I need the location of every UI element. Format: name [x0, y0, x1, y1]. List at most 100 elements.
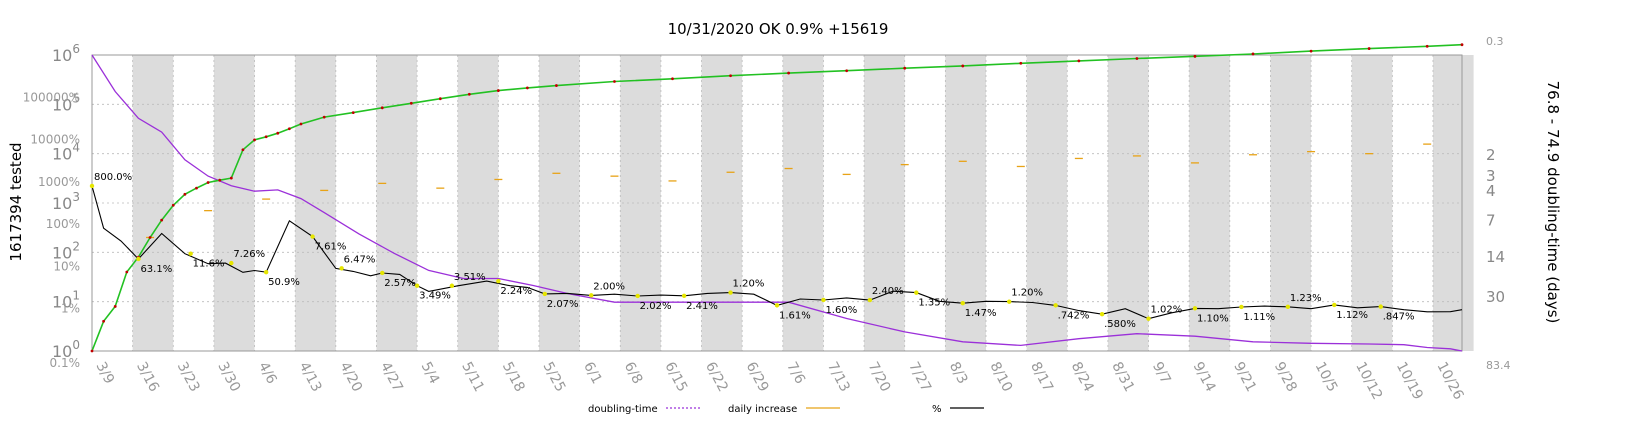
tested-point: [322, 115, 326, 119]
x-tick-label: 10/12: [1352, 359, 1385, 402]
percent-marker: [1239, 304, 1244, 310]
chart-title: 10/31/2020 OK 0.9% +15619: [668, 20, 889, 38]
legend-label: %: [932, 404, 942, 415]
tested-point: [1251, 52, 1255, 56]
percent-annotation: 2.02%: [640, 301, 672, 312]
x-tick-label: 6/8: [621, 359, 646, 386]
percent-marker: [681, 293, 687, 299]
percent-annotation: 2.40%: [872, 286, 904, 297]
tested-point: [787, 71, 791, 75]
percent-annotation: 1.20%: [1011, 288, 1043, 299]
tested-point: [1309, 49, 1313, 53]
y-pct-tick-label: 100000%: [23, 90, 80, 104]
percent-annotation: 7.61%: [315, 242, 347, 253]
y-right-tick-label: 14: [1486, 248, 1505, 266]
tested-point: [206, 181, 210, 184]
tested-point: [287, 127, 291, 131]
percent-marker: [136, 256, 141, 262]
x-tick-label: 7/27: [905, 359, 934, 394]
tested-point: [148, 236, 152, 239]
x-tick-label: 5/18: [499, 359, 528, 394]
tested-point: [229, 176, 233, 180]
tested-point: [1019, 61, 1023, 65]
tested-point: [380, 106, 384, 110]
x-tick-label: 5/25: [539, 359, 568, 394]
percent-marker: [1146, 316, 1151, 321]
percent-annotation: 1.61%: [779, 310, 811, 321]
x-tick-label: 4/20: [336, 359, 365, 394]
tested-point: [1460, 43, 1464, 47]
percent-marker: [449, 283, 455, 288]
percent-marker: [1332, 302, 1337, 308]
y-left-tick-label: 101: [52, 289, 80, 312]
y-right-tick-label: 2: [1486, 146, 1496, 164]
legend-label: daily increase: [728, 404, 797, 415]
y-pct-tick-label: 10%: [53, 259, 80, 273]
tested-point: [218, 178, 222, 182]
tested-point: [613, 80, 616, 83]
percent-marker: [1007, 299, 1012, 304]
percent-annotation: 2.57%: [384, 278, 416, 289]
percent-annotation: 2.07%: [547, 299, 579, 310]
x-tick-label: 7/13: [824, 359, 853, 394]
percent-marker: [1192, 306, 1198, 311]
y-left-tick-label: 104: [52, 141, 80, 164]
annotation-layer: 800.0% 63.1% 11.6% 7.26% 50.9% 7.61%6.47% 2.57…: [89, 172, 1415, 330]
tested-point: [264, 135, 268, 139]
tested-point: [496, 89, 500, 92]
percent-annotation: 1.12%: [1336, 310, 1368, 321]
percent-annotation: 3.49%: [419, 291, 451, 302]
tested-point: [438, 97, 442, 101]
x-tick-label: 9/28: [1271, 359, 1300, 394]
x-tick-label: 4/6: [255, 359, 280, 386]
tested-point: [102, 319, 106, 323]
doubling-time-line: [91, 54, 1463, 352]
x-tick-label: 5/4: [418, 359, 443, 386]
x-tick-label: 10/26: [1433, 359, 1466, 402]
week-band: [945, 55, 986, 351]
tested-point: [1077, 59, 1081, 63]
x-tick-label: 6/15: [661, 359, 690, 394]
percent-annotation: 800.0%: [94, 172, 132, 183]
x-tick-label: 4/27: [377, 359, 406, 394]
y-left-tick-label: 100: [52, 338, 80, 361]
x-tick-label: 9/7: [1149, 359, 1174, 386]
tested-point: [183, 192, 187, 196]
percent-marker: [1285, 304, 1291, 309]
legend-label: doubling-time: [588, 404, 658, 415]
tested-point: [90, 349, 94, 353]
x-tick-label: 8/17: [1027, 359, 1056, 394]
tested-point: [1425, 44, 1429, 48]
percent-annotation: 1.02%: [1151, 305, 1183, 316]
x-tick-label: 8/3: [946, 359, 971, 386]
tested-point: [113, 305, 117, 308]
percent-annotation: 1.10%: [1197, 313, 1229, 324]
percent-annotation: 2.41%: [686, 301, 718, 312]
percent-annotation: 7.26%: [233, 249, 265, 260]
percent-marker: [188, 251, 193, 256]
percent-annotation: 63.1%: [140, 264, 172, 275]
x-tick-label: 9/21: [1230, 359, 1259, 394]
percent-marker: [310, 234, 315, 239]
tested-point: [845, 69, 849, 73]
percent-marker: [960, 301, 965, 306]
x-tick-label: 3/9: [92, 359, 117, 386]
x-tick-label: 5/11: [458, 359, 487, 394]
tested-point: [961, 64, 965, 68]
x-tick-label: 10/19: [1393, 359, 1426, 402]
percent-marker: [89, 183, 95, 189]
tested-point: [241, 148, 245, 152]
tested-point: [351, 111, 355, 114]
percent-annotation: .742%: [1058, 310, 1090, 321]
tested-point: [1367, 47, 1371, 50]
percent-marker: [414, 283, 420, 288]
tested-point: [276, 131, 280, 135]
y-left-tick-label: 105: [52, 91, 80, 114]
tested-point: [125, 270, 129, 274]
x-tick-label: 3/30: [214, 359, 243, 394]
y-pct-tick-label: 100%: [46, 217, 80, 231]
percent-marker: [496, 278, 501, 284]
x-tick-label: 3/16: [133, 359, 162, 394]
x-tick-label: 8/10: [986, 359, 1015, 394]
